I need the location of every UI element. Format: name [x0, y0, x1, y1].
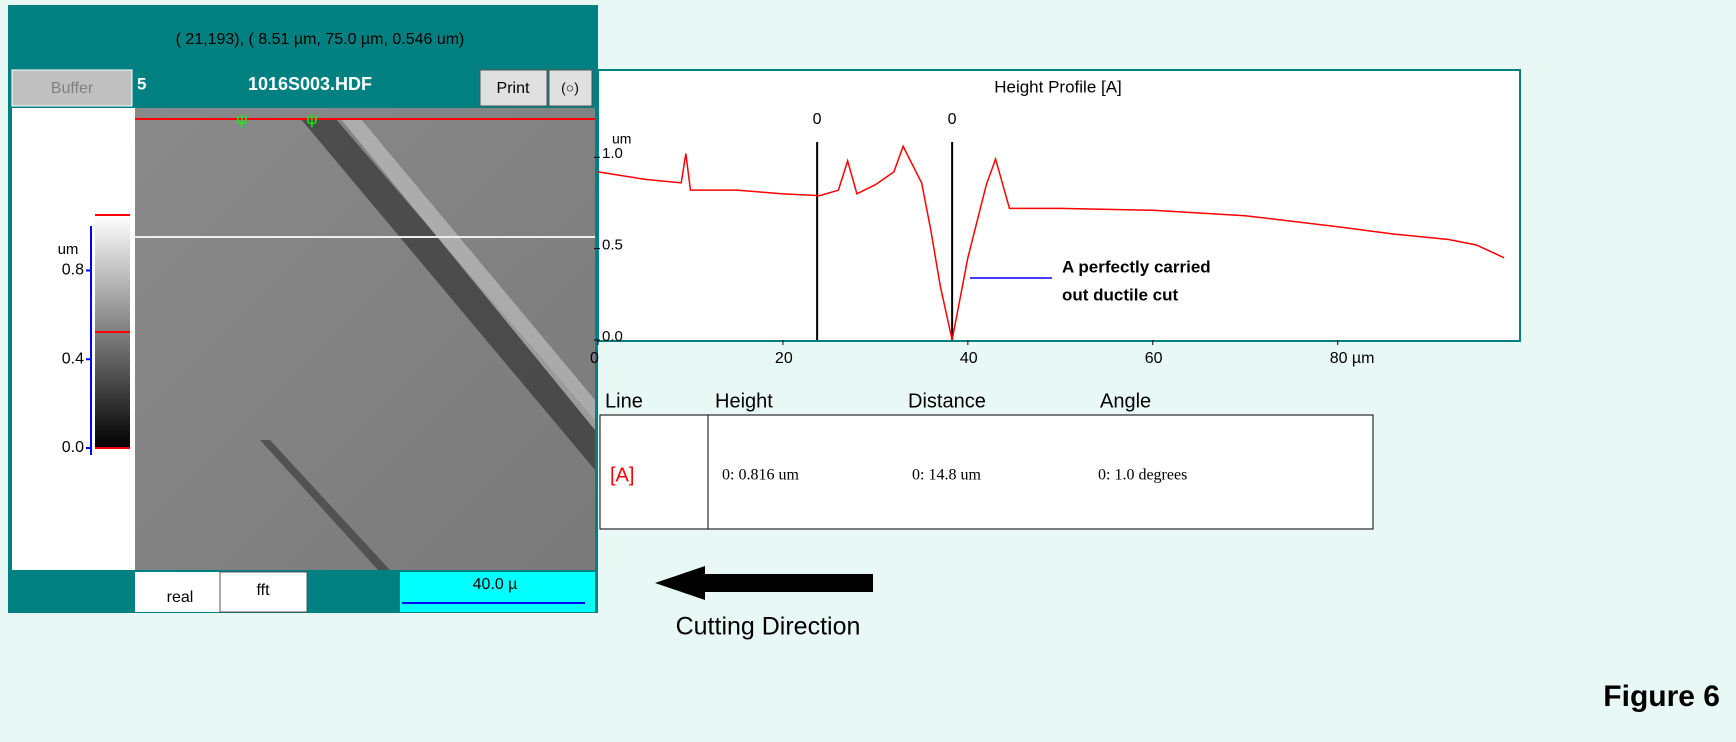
toggle-label: (○) [561, 80, 579, 96]
scale-label: 40.0 µ [473, 576, 518, 593]
y-tick-label: 1.0 [602, 145, 623, 162]
colorbar-tick-label: 0.8 [62, 262, 84, 279]
x-tick-label: 40 [960, 350, 978, 367]
cursor-marker: ψ [236, 111, 247, 128]
table-header: Angle [1100, 390, 1151, 412]
x-tick-label: 60 [1145, 350, 1163, 367]
x-tick-label: 80 µm [1330, 350, 1375, 367]
print-label: Print [497, 80, 530, 97]
colorbar-tick-label: 0.0 [62, 439, 84, 456]
colorbar-unit: um [58, 241, 79, 258]
annotation: out ductile cut [1062, 285, 1179, 304]
y-tick-label: 0.0 [602, 328, 623, 345]
arrow-shaft [690, 574, 873, 592]
plot-frame [598, 70, 1520, 341]
cursor-marker: ψ [306, 111, 317, 128]
table-cell: [A] [610, 464, 634, 486]
cursor-label: 0 [813, 111, 822, 128]
direction-label: Cutting Direction [676, 613, 861, 641]
x-tick-label: 20 [775, 350, 793, 367]
y-tick-label: 0.5 [602, 237, 623, 254]
page: {"header": {"coords": "( 21,193), ( 8.51… [0, 0, 1736, 737]
chart-title: Height Profile [A] [994, 77, 1122, 96]
table-cell: 0: 0.816 um [722, 467, 799, 484]
figure-label: Figure 6 [1603, 680, 1720, 713]
annotation: A perfectly carried [1062, 257, 1211, 276]
table [600, 415, 1373, 529]
index: 5 [137, 74, 146, 93]
table-cell: 0: 1.0 degrees [1098, 467, 1187, 484]
table-header: Line [605, 390, 643, 412]
fft-label: fft [256, 582, 270, 599]
coords: ( 21,193), ( 8.51 µm, 75.0 µm, 0.546 um) [176, 31, 465, 48]
buffer-label: Buffer [51, 80, 94, 97]
colorbar-tick-label: 0.4 [62, 350, 84, 367]
table-header: Distance [908, 390, 986, 412]
arrow-head [655, 566, 705, 600]
table-header: Height [715, 390, 773, 412]
x-tick-label: 0 [590, 350, 599, 367]
screenshot: ( 21,193), ( 8.51 µm, 75.0 µm, 0.546 um)… [0, 0, 1736, 737]
real-label: real [167, 589, 194, 606]
filename: 1016S003.HDF [248, 74, 372, 94]
table-cell: 0: 14.8 um [912, 467, 981, 484]
cursor-label: 0 [948, 111, 957, 128]
